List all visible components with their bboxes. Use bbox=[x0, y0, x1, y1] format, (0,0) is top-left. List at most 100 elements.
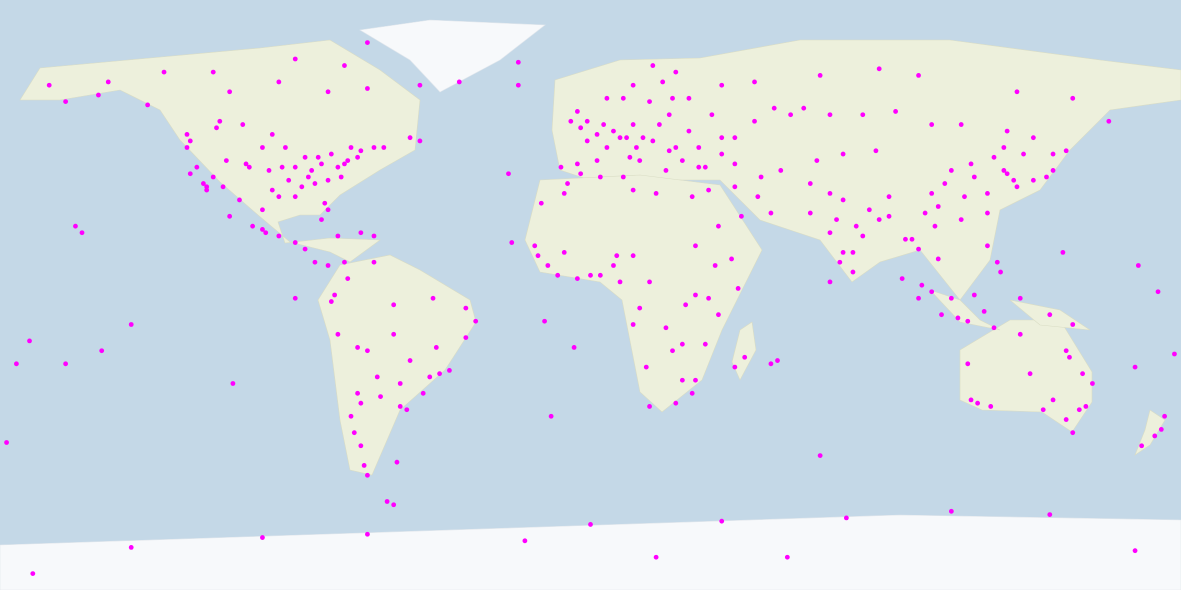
location-point bbox=[594, 131, 600, 137]
location-point bbox=[732, 135, 738, 141]
location-point bbox=[942, 181, 948, 186]
location-point bbox=[1076, 407, 1082, 413]
location-point bbox=[673, 400, 679, 406]
location-point bbox=[1063, 417, 1069, 422]
location-point bbox=[1017, 295, 1023, 301]
location-point bbox=[716, 223, 721, 229]
indonesia bbox=[929, 289, 1091, 331]
location-point bbox=[404, 407, 410, 413]
location-point bbox=[647, 279, 652, 285]
location-point bbox=[1083, 404, 1089, 409]
location-point bbox=[670, 95, 675, 101]
location-point bbox=[860, 112, 866, 118]
location-point bbox=[597, 174, 603, 180]
location-point bbox=[302, 246, 308, 252]
location-point bbox=[325, 89, 331, 95]
location-point bbox=[650, 138, 656, 144]
location-point bbox=[693, 292, 698, 298]
location-point bbox=[276, 79, 282, 85]
location-point bbox=[358, 400, 364, 406]
location-point bbox=[574, 161, 580, 167]
location-point bbox=[1050, 397, 1056, 403]
location-point bbox=[955, 315, 961, 321]
location-point bbox=[1063, 148, 1069, 154]
location-point bbox=[371, 259, 377, 265]
location-point bbox=[378, 394, 383, 400]
location-point bbox=[260, 207, 265, 213]
location-point bbox=[1070, 95, 1076, 101]
location-point bbox=[1152, 433, 1158, 439]
location-point bbox=[948, 295, 954, 301]
location-point bbox=[358, 443, 364, 449]
location-point bbox=[319, 161, 324, 167]
location-point bbox=[365, 40, 370, 46]
location-point bbox=[919, 282, 925, 288]
location-point bbox=[778, 168, 784, 173]
location-point bbox=[630, 253, 636, 259]
location-point bbox=[909, 236, 915, 242]
location-point bbox=[365, 86, 370, 91]
location-point bbox=[843, 515, 849, 521]
location-point bbox=[656, 122, 662, 127]
location-point bbox=[328, 151, 334, 157]
location-point bbox=[420, 390, 426, 396]
location-point bbox=[742, 354, 748, 360]
location-point bbox=[473, 318, 479, 324]
location-point bbox=[561, 190, 567, 196]
location-point bbox=[260, 227, 265, 232]
location-point bbox=[292, 194, 298, 200]
location-point bbox=[584, 118, 590, 124]
location-point bbox=[1021, 151, 1026, 157]
location-point bbox=[673, 145, 679, 150]
location-point bbox=[702, 164, 708, 170]
location-point bbox=[361, 463, 367, 468]
location-point bbox=[269, 187, 275, 193]
location-point bbox=[1070, 322, 1076, 327]
location-point bbox=[286, 177, 292, 183]
location-point bbox=[893, 109, 898, 114]
location-point bbox=[670, 348, 675, 354]
location-point bbox=[335, 233, 341, 239]
location-point bbox=[716, 312, 721, 318]
point-layer bbox=[4, 40, 1177, 577]
africa bbox=[524, 174, 763, 413]
location-point bbox=[371, 233, 377, 239]
location-point bbox=[719, 135, 725, 141]
location-point bbox=[817, 72, 823, 78]
location-point bbox=[571, 345, 577, 350]
location-point bbox=[916, 246, 921, 252]
location-point bbox=[594, 158, 600, 164]
location-point bbox=[351, 430, 357, 436]
location-point bbox=[574, 109, 580, 114]
location-point bbox=[758, 174, 764, 180]
location-point bbox=[312, 181, 318, 186]
location-point bbox=[30, 571, 36, 577]
location-point bbox=[630, 322, 636, 327]
location-point bbox=[463, 305, 469, 311]
location-point bbox=[647, 99, 652, 105]
location-point bbox=[335, 331, 341, 337]
location-point bbox=[4, 440, 9, 445]
location-point bbox=[381, 145, 387, 150]
location-point bbox=[335, 164, 341, 170]
location-point bbox=[1132, 548, 1138, 554]
location-point bbox=[588, 522, 593, 527]
location-point bbox=[643, 364, 649, 370]
location-point bbox=[640, 135, 646, 141]
location-point bbox=[397, 404, 403, 409]
location-point bbox=[1155, 289, 1161, 295]
location-point bbox=[732, 184, 738, 190]
location-point bbox=[994, 259, 1000, 265]
location-point bbox=[223, 158, 229, 164]
location-point bbox=[348, 413, 354, 419]
location-point bbox=[840, 151, 846, 157]
location-point bbox=[309, 168, 315, 173]
location-point bbox=[46, 82, 52, 88]
antarctica bbox=[0, 514, 1181, 590]
location-point bbox=[217, 118, 223, 124]
location-point bbox=[391, 502, 397, 508]
location-point bbox=[588, 272, 593, 278]
location-point bbox=[328, 299, 334, 304]
location-point bbox=[653, 554, 659, 560]
location-point bbox=[565, 181, 570, 186]
